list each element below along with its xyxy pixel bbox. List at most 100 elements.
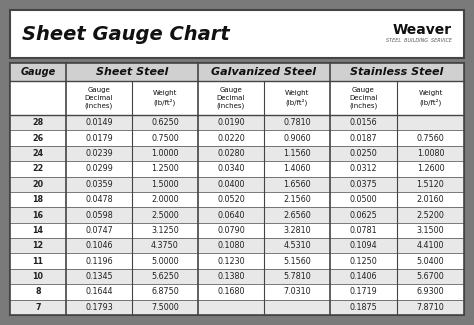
Text: 0.0625: 0.0625 xyxy=(350,211,377,219)
Text: 0.0640: 0.0640 xyxy=(217,211,245,219)
Text: 0.0299: 0.0299 xyxy=(85,164,113,173)
Text: 0.0747: 0.0747 xyxy=(85,226,113,235)
Text: 0.1644: 0.1644 xyxy=(85,287,113,296)
Text: 0.0520: 0.0520 xyxy=(217,195,245,204)
Text: 5.7810: 5.7810 xyxy=(283,272,311,281)
Text: 0.6250: 0.6250 xyxy=(151,118,179,127)
Text: 0.0239: 0.0239 xyxy=(85,149,113,158)
Text: 1.4060: 1.4060 xyxy=(283,164,311,173)
Bar xyxy=(10,161,464,176)
Bar xyxy=(10,130,464,146)
Text: 6.9300: 6.9300 xyxy=(417,287,444,296)
Text: 3.1500: 3.1500 xyxy=(417,226,444,235)
Text: 0.1196: 0.1196 xyxy=(85,257,113,266)
Text: Gauge
Decimal
(inches): Gauge Decimal (inches) xyxy=(349,87,378,109)
Text: 0.1875: 0.1875 xyxy=(350,303,377,312)
Bar xyxy=(10,207,464,223)
Text: Gauge
Decimal
(inches): Gauge Decimal (inches) xyxy=(85,87,113,109)
Text: 0.1406: 0.1406 xyxy=(350,272,377,281)
Text: 0.0478: 0.0478 xyxy=(85,195,113,204)
Text: 10: 10 xyxy=(33,272,44,281)
Text: 12: 12 xyxy=(32,241,44,250)
Text: 0.1094: 0.1094 xyxy=(350,241,377,250)
Text: 24: 24 xyxy=(32,149,44,158)
Text: 7.8710: 7.8710 xyxy=(417,303,444,312)
Bar xyxy=(66,63,198,81)
Text: 0.7560: 0.7560 xyxy=(417,134,444,143)
Text: 0.1793: 0.1793 xyxy=(85,303,113,312)
Text: 6.8750: 6.8750 xyxy=(151,287,179,296)
Text: 0.7810: 0.7810 xyxy=(283,118,311,127)
Text: 0.0190: 0.0190 xyxy=(217,118,245,127)
Text: Galvanized Steel: Galvanized Steel xyxy=(211,67,317,77)
Text: Gauge
Decimal
(inches): Gauge Decimal (inches) xyxy=(217,87,245,109)
Text: 1.2600: 1.2600 xyxy=(417,164,444,173)
Text: Sheet Gauge Chart: Sheet Gauge Chart xyxy=(22,24,230,44)
Bar xyxy=(10,192,464,207)
Text: 5.6700: 5.6700 xyxy=(417,272,444,281)
Text: 2.5000: 2.5000 xyxy=(151,211,179,219)
Text: 0.0781: 0.0781 xyxy=(350,226,377,235)
Bar xyxy=(66,81,198,115)
Text: 2.5200: 2.5200 xyxy=(417,211,445,219)
Text: 1.0080: 1.0080 xyxy=(417,149,444,158)
Text: 4.4100: 4.4100 xyxy=(417,241,444,250)
Text: 0.0220: 0.0220 xyxy=(217,134,245,143)
Text: 1.5000: 1.5000 xyxy=(151,180,179,189)
Text: 0.0312: 0.0312 xyxy=(350,164,377,173)
Text: 1.0000: 1.0000 xyxy=(151,149,179,158)
Text: 5.0000: 5.0000 xyxy=(151,257,179,266)
Bar xyxy=(330,81,464,115)
Bar xyxy=(10,269,464,284)
Bar xyxy=(10,146,464,161)
Text: 0.0149: 0.0149 xyxy=(85,118,113,127)
Bar xyxy=(10,300,464,315)
Text: 14: 14 xyxy=(33,226,44,235)
Text: 4.5310: 4.5310 xyxy=(283,241,311,250)
Text: 5.6250: 5.6250 xyxy=(151,272,179,281)
Bar xyxy=(10,238,464,254)
Text: 20: 20 xyxy=(32,180,44,189)
Text: 7: 7 xyxy=(35,303,41,312)
Text: 1.5120: 1.5120 xyxy=(417,180,444,189)
Text: 0.1230: 0.1230 xyxy=(217,257,245,266)
Text: 1.2500: 1.2500 xyxy=(151,164,179,173)
Text: 2.0000: 2.0000 xyxy=(151,195,179,204)
Text: 3.1250: 3.1250 xyxy=(151,226,179,235)
Text: 5.1560: 5.1560 xyxy=(283,257,311,266)
Bar xyxy=(10,10,464,58)
Text: 2.6560: 2.6560 xyxy=(283,211,311,219)
Text: 11: 11 xyxy=(33,257,44,266)
Text: 7.5000: 7.5000 xyxy=(151,303,179,312)
Text: 2.1560: 2.1560 xyxy=(283,195,311,204)
Text: 1.6560: 1.6560 xyxy=(283,180,311,189)
Text: 0.0250: 0.0250 xyxy=(350,149,377,158)
Bar xyxy=(10,81,66,115)
Text: 0.0179: 0.0179 xyxy=(85,134,113,143)
Text: 5.0400: 5.0400 xyxy=(417,257,444,266)
Text: Gauge: Gauge xyxy=(20,67,55,77)
Text: Weight
(lb/ft²): Weight (lb/ft²) xyxy=(419,90,443,106)
Bar xyxy=(10,63,66,81)
Bar xyxy=(198,81,330,115)
Text: 0.1345: 0.1345 xyxy=(85,272,113,281)
Bar xyxy=(198,63,330,81)
Text: 0.0375: 0.0375 xyxy=(350,180,377,189)
Text: 0.9060: 0.9060 xyxy=(283,134,311,143)
Text: 0.0187: 0.0187 xyxy=(350,134,377,143)
Text: 0.1380: 0.1380 xyxy=(217,272,245,281)
Text: 7.0310: 7.0310 xyxy=(283,287,311,296)
Bar xyxy=(330,63,464,81)
Text: Weight
(lb/ft²): Weight (lb/ft²) xyxy=(285,90,309,106)
Text: 3.2810: 3.2810 xyxy=(283,226,311,235)
Bar xyxy=(10,176,464,192)
Text: 22: 22 xyxy=(32,164,44,173)
Bar xyxy=(10,63,464,315)
Text: 2.0160: 2.0160 xyxy=(417,195,444,204)
Text: 28: 28 xyxy=(32,118,44,127)
Text: 0.0359: 0.0359 xyxy=(85,180,113,189)
Text: 0.0790: 0.0790 xyxy=(217,226,245,235)
Bar xyxy=(10,115,464,130)
Text: 8: 8 xyxy=(35,287,41,296)
Bar xyxy=(10,254,464,269)
